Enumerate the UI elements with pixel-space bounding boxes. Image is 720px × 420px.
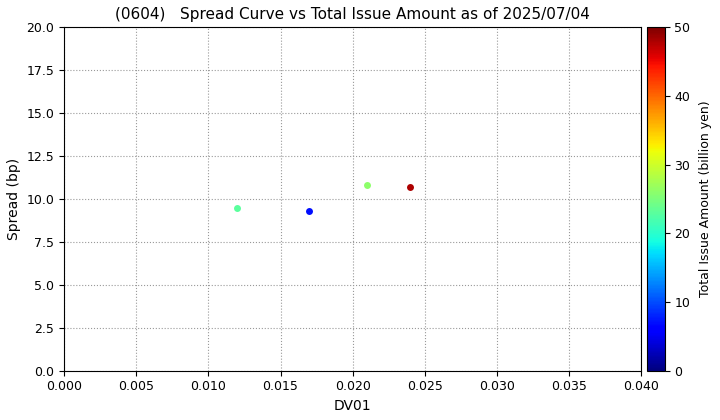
Y-axis label: Total Issue Amount (billion yen): Total Issue Amount (billion yen)	[698, 101, 711, 297]
Title: (0604)   Spread Curve vs Total Issue Amount as of 2025/07/04: (0604) Spread Curve vs Total Issue Amoun…	[115, 7, 590, 22]
Point	[232, 204, 243, 211]
X-axis label: DV01: DV01	[334, 399, 372, 413]
Point	[405, 184, 416, 190]
Point	[304, 208, 315, 215]
Point	[361, 182, 373, 189]
Y-axis label: Spread (bp): Spread (bp)	[7, 158, 21, 240]
